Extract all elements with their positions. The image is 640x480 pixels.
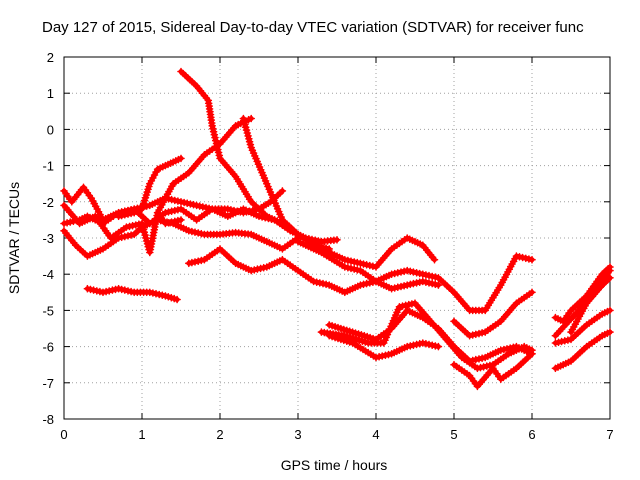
series-s19 xyxy=(551,306,614,347)
chart-title: Day 127 of 2015, Sidereal Day-to-day VTE… xyxy=(42,19,584,36)
series-point-markers xyxy=(551,306,614,347)
x-tick-label: 4 xyxy=(372,427,379,442)
series-s18 xyxy=(551,328,614,373)
series-point-markers xyxy=(325,331,443,362)
y-tick-label: -1 xyxy=(42,159,54,174)
series-point-markers xyxy=(60,201,185,257)
series-point-markers xyxy=(114,154,185,221)
series-s4 xyxy=(60,201,185,257)
series-point-markers xyxy=(551,328,614,373)
series-point-markers xyxy=(450,288,536,340)
series-point-markers xyxy=(551,266,614,340)
y-tick-label: -2 xyxy=(42,195,54,210)
x-tick-label: 5 xyxy=(450,427,457,442)
y-tick-label: -4 xyxy=(42,267,54,282)
y-tick-label: -5 xyxy=(42,303,54,318)
series-s10 xyxy=(185,245,536,315)
y-tick-label: -3 xyxy=(42,231,54,246)
y-tick-label: -6 xyxy=(42,340,54,355)
series-s11 xyxy=(294,237,443,293)
series-layer xyxy=(60,67,614,391)
series-point-markers xyxy=(185,245,536,315)
series-s7 xyxy=(153,114,255,217)
series-point-markers xyxy=(239,114,439,271)
series-s6 xyxy=(114,154,185,221)
series-s15 xyxy=(450,288,536,340)
series-s20 xyxy=(567,274,614,336)
series-s14 xyxy=(325,331,443,362)
x-tick-label: 6 xyxy=(528,427,535,442)
series-line xyxy=(186,246,535,313)
y-tick-label: 2 xyxy=(47,50,54,65)
series-s21 xyxy=(551,266,614,340)
y-tick-label: -8 xyxy=(42,412,54,427)
series-point-markers xyxy=(450,350,536,391)
series-point-markers xyxy=(325,306,536,365)
x-tick-label: 1 xyxy=(138,427,145,442)
y-tick-label: 0 xyxy=(47,122,54,137)
series-line xyxy=(84,286,180,302)
x-tick-label: 2 xyxy=(216,427,223,442)
x-axis-label: GPS time / hours xyxy=(281,457,388,473)
axis-ticks: 0 1 2 3 4 5 6 7 -8 -7 -6 -5 -4 -3 -2 -1 0 1 2 xyxy=(42,50,613,442)
series-s9 xyxy=(239,114,439,271)
series-s5 xyxy=(83,284,181,304)
y-tick-label: -7 xyxy=(42,376,54,391)
x-tick-label: 7 xyxy=(606,427,613,442)
series-point-markers xyxy=(83,284,181,304)
y-tick-label: 1 xyxy=(47,86,54,101)
x-tick-label: 3 xyxy=(294,427,301,442)
x-tick-label: 0 xyxy=(60,427,67,442)
series-s16 xyxy=(450,350,536,391)
series-s12 xyxy=(317,299,536,373)
series-s13 xyxy=(325,306,536,365)
y-axis-label: SDTVAR / TECUs xyxy=(6,182,22,294)
series-point-markers xyxy=(294,237,443,293)
